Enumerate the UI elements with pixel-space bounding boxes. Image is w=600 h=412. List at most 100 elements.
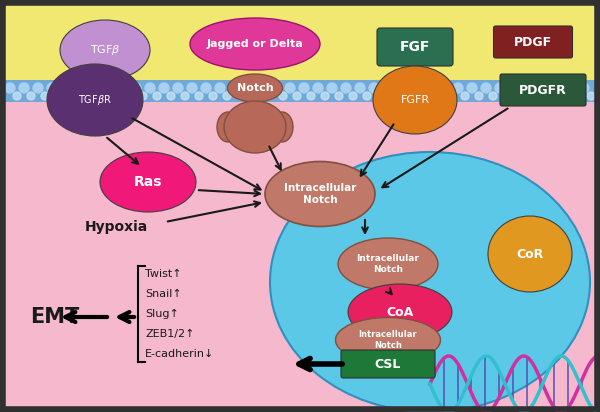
Circle shape	[33, 83, 43, 93]
Ellipse shape	[488, 216, 572, 292]
Circle shape	[181, 92, 189, 100]
Text: PDGFR: PDGFR	[519, 84, 567, 96]
Circle shape	[341, 83, 351, 93]
FancyBboxPatch shape	[341, 350, 435, 378]
Circle shape	[125, 92, 133, 100]
Text: TGF$\beta$R: TGF$\beta$R	[78, 93, 112, 107]
Circle shape	[453, 83, 463, 93]
Text: Hypoxia: Hypoxia	[85, 220, 148, 234]
Text: Intracellular
Notch: Intracellular Notch	[284, 183, 356, 205]
Circle shape	[327, 83, 337, 93]
Circle shape	[27, 92, 35, 100]
Circle shape	[335, 92, 343, 100]
Circle shape	[537, 83, 547, 93]
Circle shape	[467, 83, 477, 93]
Ellipse shape	[217, 112, 239, 142]
FancyBboxPatch shape	[3, 80, 597, 102]
Circle shape	[111, 92, 119, 100]
Circle shape	[411, 83, 421, 93]
Ellipse shape	[335, 318, 440, 363]
Circle shape	[397, 83, 407, 93]
Circle shape	[475, 92, 483, 100]
Circle shape	[153, 92, 161, 100]
FancyBboxPatch shape	[493, 26, 572, 58]
Circle shape	[257, 83, 267, 93]
Circle shape	[223, 92, 231, 100]
Circle shape	[307, 92, 315, 100]
Ellipse shape	[338, 238, 438, 290]
Circle shape	[89, 83, 99, 93]
Circle shape	[117, 83, 127, 93]
Circle shape	[579, 83, 589, 93]
Text: CoA: CoA	[386, 306, 413, 318]
Circle shape	[573, 92, 581, 100]
Circle shape	[41, 92, 49, 100]
Circle shape	[559, 92, 567, 100]
Circle shape	[215, 83, 225, 93]
Circle shape	[13, 92, 21, 100]
Ellipse shape	[227, 74, 283, 102]
Circle shape	[517, 92, 525, 100]
Text: Notch: Notch	[236, 83, 274, 93]
Text: Slug↑: Slug↑	[145, 309, 179, 319]
Circle shape	[209, 92, 217, 100]
Circle shape	[545, 92, 553, 100]
Circle shape	[587, 92, 595, 100]
Circle shape	[377, 92, 385, 100]
Circle shape	[167, 92, 175, 100]
Circle shape	[439, 83, 449, 93]
Circle shape	[5, 83, 15, 93]
Text: EMT: EMT	[30, 307, 79, 327]
Circle shape	[495, 83, 505, 93]
Circle shape	[509, 83, 519, 93]
Ellipse shape	[270, 152, 590, 412]
FancyBboxPatch shape	[500, 74, 586, 106]
Circle shape	[75, 83, 85, 93]
FancyBboxPatch shape	[3, 3, 597, 409]
Text: TGF$\beta$: TGF$\beta$	[90, 43, 120, 57]
Circle shape	[419, 92, 427, 100]
Circle shape	[145, 83, 155, 93]
Circle shape	[489, 92, 497, 100]
Circle shape	[271, 83, 281, 93]
Text: CoR: CoR	[517, 248, 544, 260]
Circle shape	[201, 83, 211, 93]
Text: Snail↑: Snail↑	[145, 289, 182, 299]
Circle shape	[349, 92, 357, 100]
Circle shape	[433, 92, 441, 100]
Circle shape	[321, 92, 329, 100]
Circle shape	[243, 83, 253, 93]
FancyBboxPatch shape	[377, 28, 453, 66]
Circle shape	[461, 92, 469, 100]
Ellipse shape	[224, 101, 286, 153]
Text: Intracellular
Notch: Intracellular Notch	[356, 254, 419, 274]
Ellipse shape	[47, 64, 143, 136]
Circle shape	[131, 83, 141, 93]
Circle shape	[55, 92, 63, 100]
Circle shape	[47, 83, 57, 93]
Circle shape	[425, 83, 435, 93]
Circle shape	[229, 83, 239, 93]
Circle shape	[481, 83, 491, 93]
FancyBboxPatch shape	[3, 3, 597, 90]
Circle shape	[83, 92, 91, 100]
Circle shape	[61, 83, 71, 93]
Circle shape	[551, 83, 561, 93]
Text: Jagged or Delta: Jagged or Delta	[206, 39, 304, 49]
Ellipse shape	[373, 66, 457, 134]
FancyBboxPatch shape	[3, 90, 597, 409]
Ellipse shape	[190, 18, 320, 70]
Circle shape	[355, 83, 365, 93]
Ellipse shape	[60, 20, 150, 80]
Ellipse shape	[271, 112, 293, 142]
Text: FGFR: FGFR	[400, 95, 430, 105]
Text: Twist↑: Twist↑	[145, 269, 182, 279]
Circle shape	[405, 92, 413, 100]
Circle shape	[159, 83, 169, 93]
Circle shape	[19, 83, 29, 93]
Circle shape	[265, 92, 273, 100]
Circle shape	[391, 92, 399, 100]
Circle shape	[383, 83, 393, 93]
Circle shape	[565, 83, 575, 93]
Circle shape	[447, 92, 455, 100]
